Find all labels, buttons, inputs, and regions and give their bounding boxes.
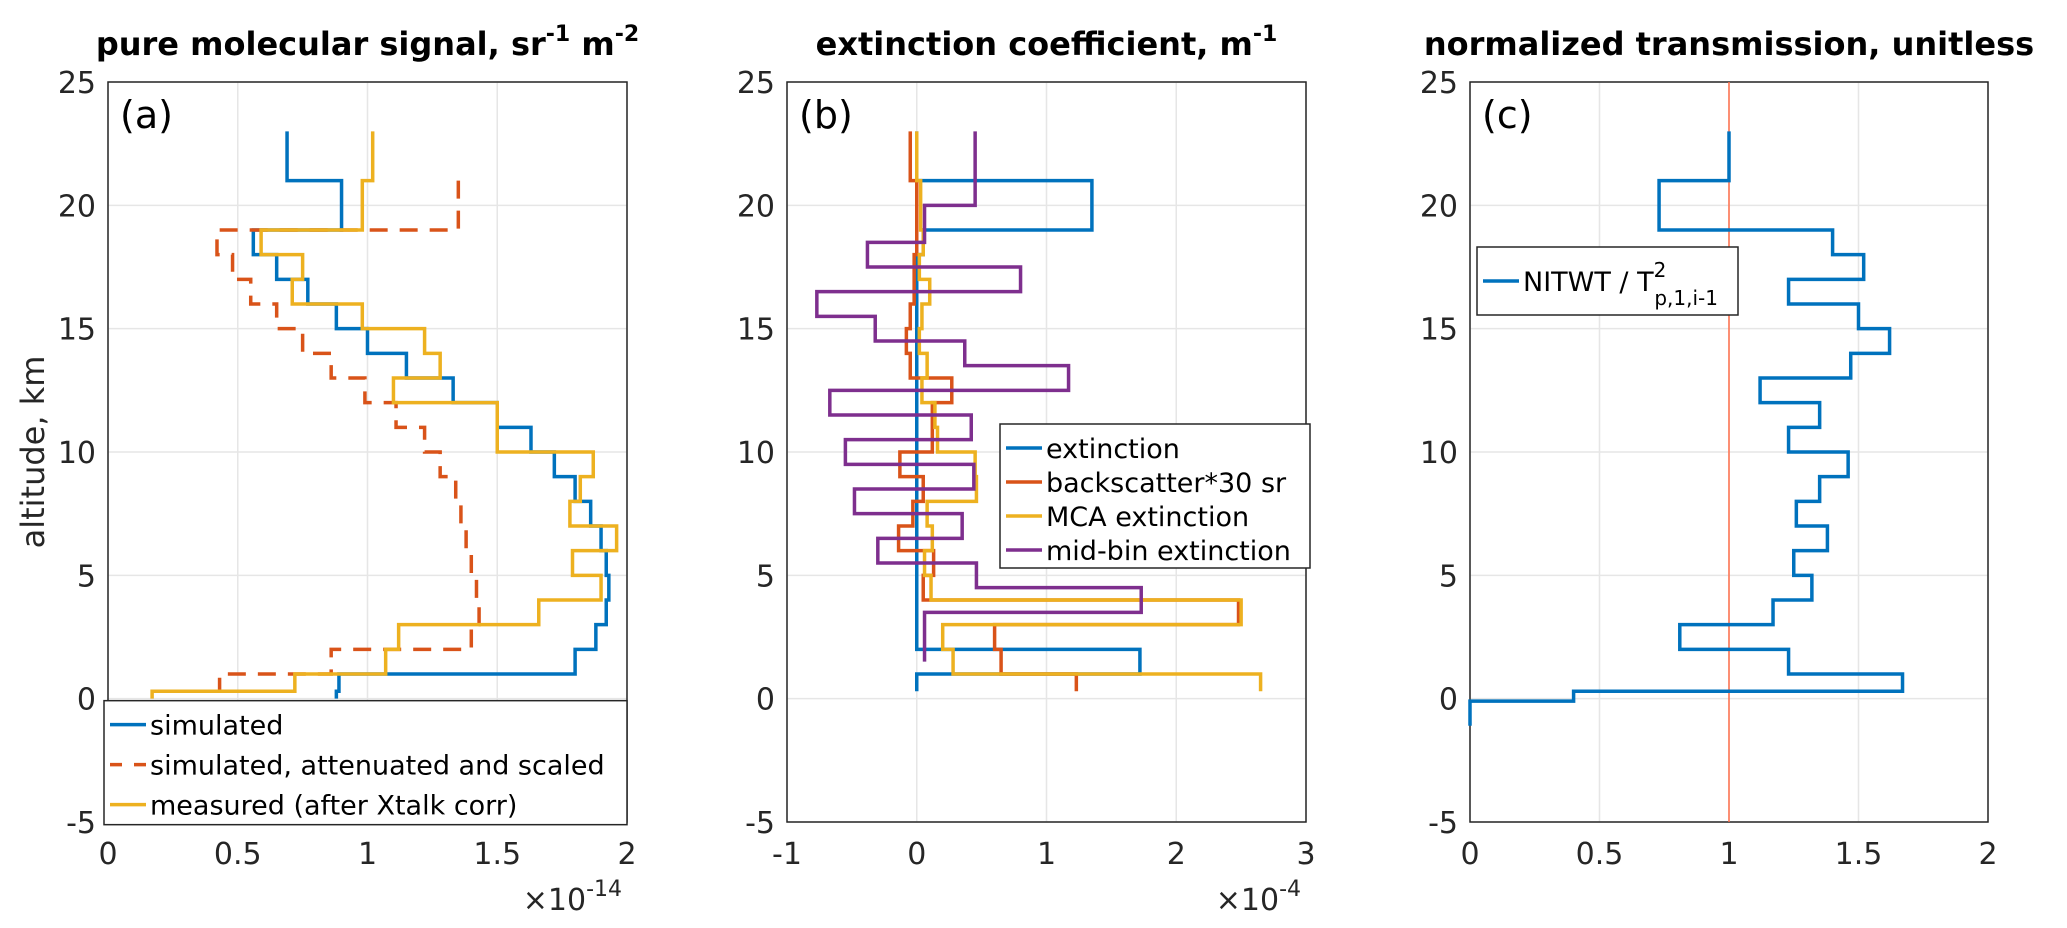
x-tick-label: 1.5: [473, 837, 521, 872]
series-line-simulated-attenuated-and-scaled: [215, 180, 481, 692]
title-superscript: -1: [546, 22, 570, 47]
exponent-base: ×10: [523, 883, 586, 918]
title-superscript: -2: [615, 22, 639, 47]
y-tick-label: 25: [58, 66, 96, 101]
x-tick-label: 0: [98, 837, 117, 872]
legend-box: [999, 423, 1311, 569]
y-tick-label: -5: [1428, 806, 1458, 841]
y-tick-label: 10: [58, 436, 96, 471]
x-tick-label: 3: [1296, 837, 1315, 872]
y-tick-label: -5: [66, 806, 96, 841]
x-tick-label: 1.5: [1835, 837, 1883, 872]
series-line-backscatter-30-sr: [896, 131, 1241, 692]
y-tick-label: 15: [737, 313, 775, 348]
title-text: normalized transmission, unitless: [1424, 25, 2034, 63]
y-tick-label: 5: [1439, 559, 1458, 594]
title-superscript: -1: [1253, 22, 1277, 47]
legend-subscript: p,1,i-1: [1654, 286, 1718, 310]
legend-entry: extinction: [1046, 434, 1180, 465]
chart-title: pure molecular signal, sr-1 m-2: [96, 22, 639, 63]
legend: simulated simulated, attenuated and scale…: [103, 699, 628, 826]
panel-label: (c): [1482, 93, 1533, 137]
x-tick-label: 2: [1167, 837, 1186, 872]
x-tick-label: 1: [1037, 837, 1056, 872]
legend: NITWT / T2 p,1,i-1: [1476, 246, 1739, 316]
y-tick-label: 10: [1420, 436, 1458, 471]
series-line-mid-bin-extinction: [815, 131, 1143, 662]
x-tick-label: 1: [1719, 837, 1738, 872]
x-tick-label: 0: [1460, 837, 1479, 872]
title-text: m: [570, 25, 614, 63]
legend-entry: measured (after Xtalk corr): [150, 791, 517, 822]
chart-title: extinction coefficient, m-1: [816, 22, 1278, 63]
y-tick-label: 20: [1420, 189, 1458, 224]
y-tick-label: 25: [1420, 66, 1458, 101]
series-line-nitwt-t-2-p-1-i-1-: [1468, 131, 1905, 726]
x-tick-label: 2: [1978, 837, 1997, 872]
y-tick-label: 0: [1439, 683, 1458, 718]
y-tick-label: 5: [77, 559, 96, 594]
exponent-power: -4: [1279, 877, 1301, 902]
x-tick-label: 0.5: [1576, 837, 1624, 872]
y-tick-label: 15: [58, 313, 96, 348]
x-tick-label: 0.5: [214, 837, 262, 872]
x-exponent-label: ×10-14: [523, 877, 622, 918]
panel-label: (b): [799, 93, 853, 137]
panel-label: (a): [120, 93, 173, 137]
legend-entry: backscatter*30 sr: [1046, 468, 1287, 499]
x-tick-label: -1: [772, 837, 802, 872]
y-tick-label: -5: [745, 806, 775, 841]
y-tick-label: 5: [756, 559, 775, 594]
legend-text: NITWT / T: [1523, 267, 1654, 298]
exponent-power: -14: [586, 877, 622, 902]
exponent-base: ×10: [1216, 883, 1279, 918]
y-tick-label: 20: [737, 189, 775, 224]
y-tick-label: 0: [756, 683, 775, 718]
legend-box: [1476, 246, 1739, 316]
legend-entry: MCA extinction: [1046, 502, 1249, 533]
legend-entry: simulated: [150, 711, 283, 742]
y-tick-label: 25: [737, 66, 775, 101]
y-tick-label: 0: [77, 683, 96, 718]
chart-title: normalized transmission, unitless: [1424, 25, 2034, 63]
legend-box: [103, 699, 628, 826]
title-text: extinction coefficient, m: [816, 25, 1253, 63]
legend-entry: mid-bin extinction: [1046, 536, 1291, 567]
y-tick-label: 10: [737, 436, 775, 471]
legend-entry: simulated, attenuated and scaled: [150, 751, 605, 782]
series-line-measured-after-xtalk-corr-: [150, 131, 619, 699]
title-text: pure molecular signal, sr: [96, 25, 546, 63]
legend-superscript: 2: [1654, 258, 1667, 282]
x-tick-label: 2: [617, 837, 636, 872]
legend-entry: NITWT / T2 p,1,i-1: [1523, 258, 1718, 310]
x-tick-label: 0: [907, 837, 926, 872]
panel-b: -1 0 1 2 3 -5 0 5 10 15 20 25 (b) extinction coeffici…: [737, 22, 1316, 918]
x-tick-label: 1: [358, 837, 377, 872]
y-tick-label: 20: [58, 189, 96, 224]
y-tick-label: 15: [1420, 313, 1458, 348]
x-exponent-label: ×10-4: [1216, 877, 1301, 918]
y-axis-label: altitude, km: [14, 356, 52, 549]
